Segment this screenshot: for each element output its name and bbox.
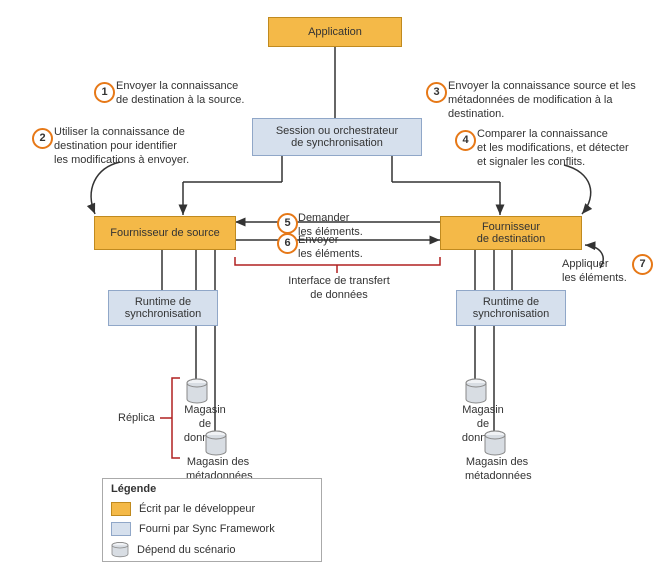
legend-text-fw: Fourni par Sync Framework: [139, 523, 275, 535]
replica-label: Réplica: [118, 412, 155, 426]
node-application: Application: [268, 17, 402, 47]
cylinder-icon: [186, 378, 208, 404]
node-destination-runtime: Runtime de synchronisation: [456, 290, 566, 326]
legend-box: Légende Écrit par le développeur Fourni …: [102, 478, 322, 562]
node-source-provider: Fournisseur de source: [94, 216, 236, 250]
step-badge-3: 3: [426, 82, 447, 103]
step-badge-2: 2: [32, 128, 53, 149]
step-badge-6: 6: [277, 233, 298, 254]
legend-swatch-orange: [111, 502, 131, 516]
node-session: Session ou orchestrateur de synchronisat…: [252, 118, 422, 156]
step-text-6: Envoyer les éléments.: [298, 234, 363, 262]
cylinder-icon: [465, 378, 487, 404]
step-badge-5: 5: [277, 213, 298, 234]
cylinder-icon: [111, 542, 129, 558]
interface-transfer-label: Interface de transfert de données: [284, 275, 394, 303]
step-text-3: Envoyer la connaissance source et les mé…: [448, 80, 670, 121]
node-source-runtime: Runtime de synchronisation: [108, 290, 218, 326]
step-text-2: Utiliser la connaissance de destination …: [54, 126, 189, 167]
legend-text-scn: Dépend du scénario: [137, 544, 235, 556]
step-text-1: Envoyer la connaissance de destination à…: [116, 80, 244, 108]
legend-row-scn: Dépend du scénario: [103, 539, 321, 561]
cylinder-icon: [484, 430, 506, 456]
node-destination-provider: Fournisseur de destination: [440, 216, 582, 250]
legend-swatch-blue: [111, 522, 131, 536]
store-meta-label-dst: Magasin des métadonnées: [465, 456, 529, 484]
legend-row-dev: Écrit par le développeur: [103, 499, 321, 519]
cylinder-icon: [205, 430, 227, 456]
legend-text-dev: Écrit par le développeur: [139, 503, 255, 515]
step-text-7: Appliquer les éléments.: [562, 258, 627, 286]
step-badge-1: 1: [94, 82, 115, 103]
legend-title: Légende: [103, 479, 321, 499]
step-text-4: Comparer la connaissance et les modifica…: [477, 128, 629, 169]
step-badge-4: 4: [455, 130, 476, 151]
step-badge-7: 7: [632, 254, 653, 275]
legend-row-fw: Fourni par Sync Framework: [103, 519, 321, 539]
